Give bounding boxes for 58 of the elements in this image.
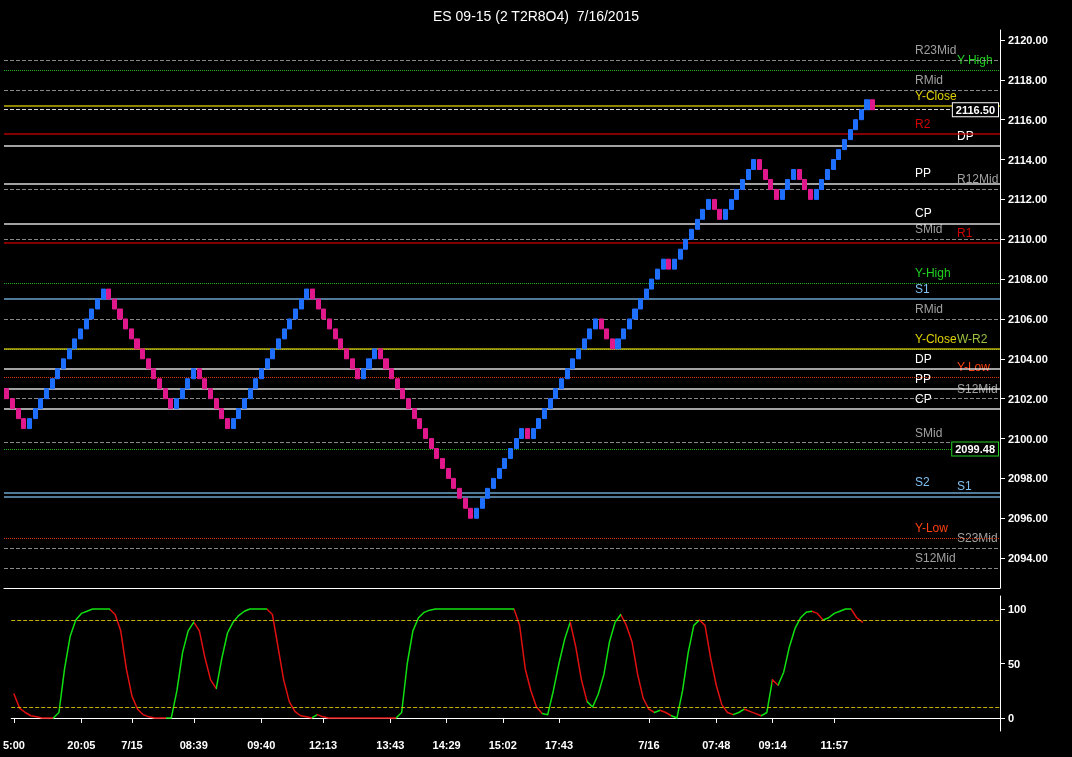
ref-line-label: S1 [957, 479, 972, 494]
x-tick-label: 08:39 [179, 738, 208, 751]
ref-line-label: Y-Low [915, 521, 949, 536]
ref-line-label: SMid [915, 222, 943, 237]
x-tick-label: 12:13 [308, 738, 338, 751]
y-tick-label: 2118.00 [1008, 73, 1048, 86]
ref-line-label: RMid [915, 72, 944, 87]
ref-line-label: S12Mid [915, 551, 956, 566]
y-tick-label: 100 [1008, 603, 1027, 616]
y-tick-label: 2102.00 [1008, 392, 1048, 405]
ref-line-label: PP [915, 371, 932, 386]
ref-line-label: R23Mid [915, 42, 957, 57]
chart-title: ES 09-15 (2 T2R8O4) 7/16/2015 [433, 8, 640, 24]
y-tick-label: 2104.00 [1008, 352, 1048, 365]
ref-line-label: CP [915, 206, 932, 221]
ref-line-label: S1 [915, 282, 930, 297]
y-tick-label: 2114.00 [1008, 153, 1048, 166]
y-tick-label: 2108.00 [1008, 273, 1048, 286]
y-tick-label: 2096.00 [1008, 512, 1048, 525]
ref-line-label: Y-High [915, 266, 951, 281]
ref-line-label: RMid [915, 301, 944, 316]
y-tick-label: 2120.00 [1008, 33, 1048, 46]
ref-line-label: CP [915, 391, 932, 406]
y-tick-label: 2112.00 [1008, 193, 1048, 206]
x-tick-label: 09:40 [247, 738, 276, 751]
y-tick-label: 2110.00 [1008, 233, 1048, 246]
ref-line-label: R2 [915, 116, 931, 131]
ref-line-label: R12Mid [957, 172, 999, 187]
x-tick-label: 11:57 [820, 738, 849, 751]
y-tick-label: 2094.00 [1008, 552, 1048, 565]
x-tick-label: 5:00 [2, 738, 25, 751]
ref-line-label: 2116.50 [955, 103, 995, 116]
ref-line-label: S2 [915, 475, 930, 490]
x-tick-label: 17:43 [544, 738, 574, 751]
ref-line-label: SMid [915, 425, 943, 440]
x-tick-label: 07:48 [702, 738, 731, 751]
y-tick-label: 0 [1008, 711, 1015, 724]
ref-line-label: Y-Close [915, 88, 957, 103]
ref-line-label: DP [957, 128, 974, 143]
y-tick-label: 2100.00 [1008, 432, 1048, 445]
y-tick-label: 2106.00 [1008, 312, 1048, 325]
x-tick-label: 14:29 [432, 738, 461, 751]
ref-line-label: W-R2 [957, 331, 988, 346]
y-tick-label: 2116.00 [1008, 113, 1048, 126]
y-tick-label: 50 [1008, 657, 1021, 670]
x-tick-label: 7/15 [121, 738, 143, 751]
ref-line-label: DP [915, 351, 932, 366]
y-tick-label: 2098.00 [1008, 472, 1048, 485]
ref-line-label: 2099.48 [955, 442, 995, 455]
ref-line-label: PP [915, 166, 932, 181]
ref-line-label: R1 [957, 226, 973, 241]
ref-line-label: Y-Close [915, 331, 957, 346]
x-tick-label: 7/16 [638, 738, 660, 751]
ref-line-label: S23Mid [957, 531, 998, 546]
x-tick-label: 13:43 [376, 738, 405, 751]
x-tick-label: 20:05 [67, 738, 96, 751]
x-tick-label: 09:14 [758, 738, 788, 751]
x-tick-label: 15:02 [488, 738, 517, 751]
